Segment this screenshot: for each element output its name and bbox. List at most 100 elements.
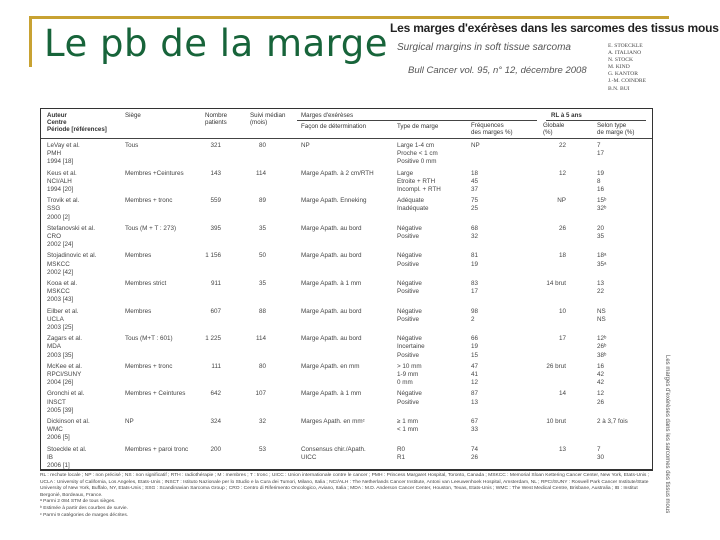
- footnote: ᵃ Parmi 2 084 STM de tous sièges.: [40, 499, 116, 505]
- header-author: Auteur Centre Période [références]: [47, 112, 107, 133]
- margin-type: Inadéquate: [397, 205, 429, 213]
- table-row: Keus et al. NCI/ALH 1994 [20] Membres +Ce…: [41, 167, 652, 195]
- margin-type: Incompl. + RTH: [397, 185, 441, 193]
- margin-frequency: 87: [471, 390, 479, 398]
- margin-type: Positive: [397, 315, 420, 323]
- article-authors: E. Stoeckle A. Italiano N. Stock M. Kind…: [608, 43, 646, 93]
- study-siege: Membres + paroi tronc: [125, 445, 189, 453]
- margin-rl: 13: [597, 279, 605, 287]
- margin-frequency: 15: [471, 351, 479, 359]
- margin-frequencies: NP: [471, 142, 491, 167]
- author: N. Stock: [608, 57, 634, 64]
- study-nombre: 324: [210, 417, 221, 425]
- header-siege: Siège: [125, 112, 141, 119]
- margin-type: Etroite + RTH: [397, 177, 436, 185]
- margin-rl: 42: [597, 379, 605, 387]
- study-author: Stefanovski et al. CRO 2002 [24]: [47, 224, 95, 249]
- margin-rl: 16: [597, 362, 605, 370]
- margin-types: Large 1-4 cm Proche < 1 cm Positive 0 mm: [397, 142, 469, 167]
- margin-rl: 38ᵇ: [597, 351, 607, 359]
- study-siege: Tous (M + T : 273): [125, 224, 177, 232]
- margin-frequency: 2: [471, 315, 475, 323]
- margin-rl: NS: [597, 307, 606, 315]
- table-row: Zagars et al. MDA 2003 [35] Tous (M+T : 6…: [41, 332, 652, 360]
- margin-type: Large: [397, 169, 414, 177]
- study-siege: Membres + Ceintures: [125, 390, 186, 398]
- study-nombre: 111: [211, 362, 221, 370]
- margin-frequency: 37: [471, 185, 479, 193]
- study-suivi: 80: [258, 142, 266, 149]
- study-author: LeVay et al. PMH 1994 [18]: [47, 142, 80, 166]
- margin-rl: 42: [597, 370, 605, 378]
- margin-frequency: 13: [471, 398, 479, 406]
- margin-types: R0 R1: [397, 446, 469, 462]
- study-facon: Marge Apath. à 1 mm: [301, 390, 362, 398]
- header-rl: RL à 5 ans: [551, 112, 582, 119]
- margin-rl: 7: [597, 142, 601, 149]
- margin-recurrence: 16 42 42: [597, 363, 652, 388]
- margin-recurrence: 20 35: [597, 225, 652, 241]
- title-accent-bar: [29, 16, 32, 67]
- margin-frequency: 19: [471, 343, 479, 351]
- table-header: Auteur Centre Période [références] Siège…: [41, 109, 652, 139]
- study-siege: Membres: [125, 307, 152, 315]
- study-author: Gronchi et al. INSCT 2005 [39]: [47, 390, 85, 414]
- margin-rl: NS: [597, 315, 606, 323]
- margin-frequency: 47: [471, 362, 479, 370]
- margin-frequency: 19: [471, 260, 479, 268]
- table-row: Dickinson et al. WMC 2006 [5] NP 324 32 Marg…: [41, 415, 652, 443]
- footnotes: RL : rechute locale ; NP : non précisé ;…: [40, 473, 656, 519]
- margin-frequency: 12: [471, 379, 479, 387]
- study-globale: 22: [558, 142, 566, 149]
- margin-type: ≥ 1 mm: [397, 417, 418, 425]
- study-facon: NP: [301, 142, 310, 149]
- study-globale: 18: [558, 252, 566, 260]
- margin-type: Large 1-4 cm: [397, 142, 435, 149]
- study-siege: Tous (M+T : 601): [125, 335, 173, 343]
- study-nombre: 321: [210, 142, 221, 149]
- study-nombre: 143: [210, 169, 221, 177]
- margin-rl: 19: [597, 169, 605, 177]
- margin-frequency: 81: [471, 252, 479, 260]
- study-author: McKee et al. RPCI/SUNY 2004 [26]: [47, 362, 82, 387]
- study-facon: Marge Apath. à 1 mm: [301, 279, 362, 287]
- header-suivi: Suivi médian (mois): [250, 112, 286, 126]
- study-suivi: 32: [258, 417, 266, 425]
- study-suivi: 114: [255, 335, 266, 343]
- margin-frequencies: 67 33: [471, 418, 491, 434]
- margin-frequency: [471, 158, 491, 166]
- table-row: McKee et al. RPCI/SUNY 2004 [26] Membres …: [41, 360, 652, 388]
- study-nombre: 395: [210, 224, 221, 232]
- footnote-abbreviations: RL : rechute locale ; NP : non précisé ;…: [40, 473, 650, 498]
- margin-rl: 30: [597, 453, 605, 461]
- header-type: Type de marge: [397, 123, 439, 130]
- study-facon: Marge Apath. à 2 cm/RTH: [301, 169, 374, 177]
- margin-type: Négative: [397, 279, 422, 287]
- study-author: Trovik et al. SSG 2000 [2]: [47, 197, 80, 221]
- margin-frequencies: 68 32: [471, 225, 491, 241]
- study-suivi: 80: [258, 362, 266, 370]
- table-row: Eilber et al. UCLA 2003 [25] Membres 607 88…: [41, 305, 652, 333]
- study-nombre: 911: [210, 279, 221, 287]
- margin-type: Positive: [397, 288, 420, 296]
- study-globale: 17: [558, 335, 566, 343]
- article-subtitle: Surgical margins in soft tissue sarcoma: [397, 42, 571, 53]
- table-row: Kooa et al. MSKCC 2003 [43] Membres stric…: [41, 277, 652, 305]
- margin-recurrence: NS NS: [597, 308, 652, 324]
- study-siege: Membres +Ceintures: [125, 169, 184, 177]
- margin-recurrence: 13 22: [597, 280, 652, 296]
- footnote: ᶜ Parmi 9 catégories de marges décrites.: [40, 512, 129, 518]
- study-siege: Membres + tronc: [125, 362, 173, 370]
- margin-rl: 22: [597, 288, 605, 296]
- study-suivi: 89: [258, 197, 266, 205]
- margin-types: > 10 mm 1-9 mm 0 mm: [397, 363, 469, 388]
- margin-type: > 10 mm: [397, 362, 422, 370]
- margin-frequencies: 87 13: [471, 390, 491, 406]
- slide-title: Le pb de la marge: [44, 22, 388, 65]
- study-nombre: 559: [210, 197, 221, 205]
- margin-types: Négative Positive: [397, 252, 469, 268]
- margin-types: Négative Positive: [397, 225, 469, 241]
- study-suivi: 114: [255, 169, 266, 177]
- margin-frequency: 75: [471, 197, 479, 205]
- header-facon: Façon de détermination: [301, 123, 367, 130]
